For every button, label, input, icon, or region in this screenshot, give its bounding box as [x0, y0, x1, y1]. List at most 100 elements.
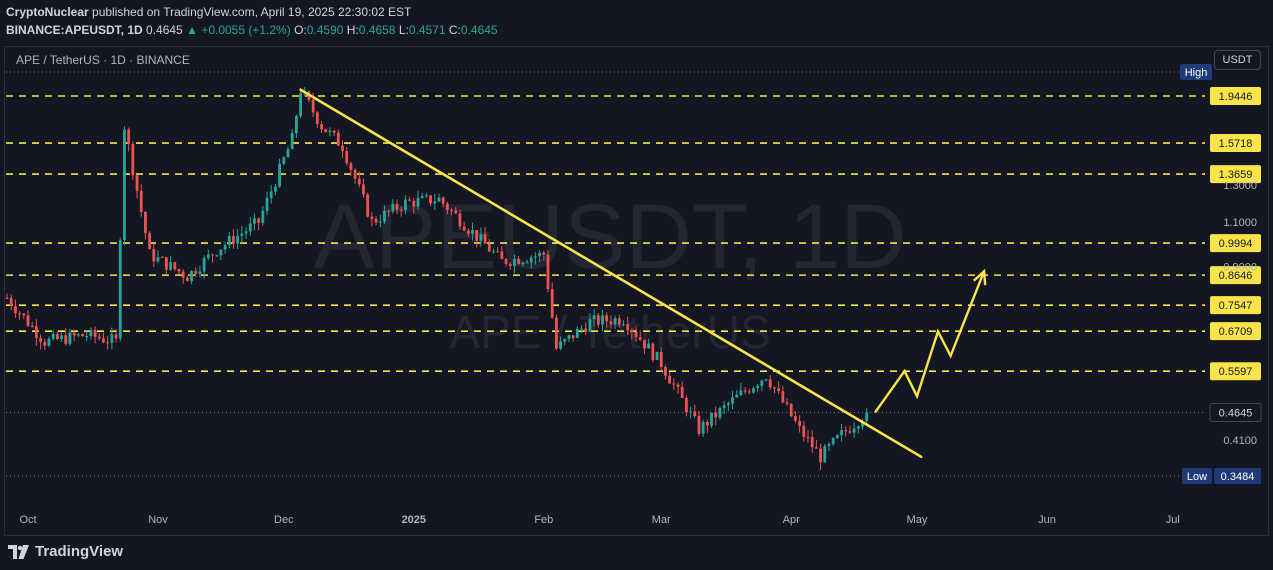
candle-body [567, 335, 571, 339]
candle-body [584, 328, 588, 332]
candle [492, 248, 495, 254]
tradingview-logo[interactable]: TradingView [8, 543, 123, 560]
candle-body [483, 234, 487, 244]
candle [546, 250, 550, 293]
level-label: 0.7547 [1210, 296, 1261, 315]
candle-body [747, 391, 751, 393]
candle-body [781, 391, 785, 403]
candle-body [844, 430, 848, 432]
candle [64, 328, 68, 346]
candle [542, 250, 546, 261]
candle [504, 258, 508, 267]
candle-body [773, 387, 776, 389]
level-label-bg [1210, 165, 1261, 184]
candle [261, 205, 265, 226]
level-label: 0.5597 [1210, 362, 1261, 381]
candle-body [34, 326, 38, 338]
y-tick-label: 1.1000 [1223, 217, 1257, 229]
last-price: 0.4645 [146, 23, 183, 37]
candle-body [647, 343, 651, 349]
candle [659, 347, 663, 372]
candle [253, 213, 256, 231]
candle-body [81, 334, 84, 337]
candle [336, 129, 340, 146]
candle [840, 423, 843, 442]
x-tick-label: May [907, 514, 928, 526]
candle [320, 121, 323, 134]
candle-body [240, 233, 244, 236]
candle [462, 221, 466, 232]
candle-body [416, 197, 420, 207]
candle-body [127, 129, 131, 145]
candle [735, 390, 739, 398]
candle [651, 342, 655, 363]
candle [794, 411, 797, 423]
candle-body [475, 229, 479, 241]
candle [554, 314, 558, 351]
candle [236, 228, 240, 249]
candle [68, 328, 72, 346]
candle-body [848, 431, 852, 433]
candle-body [814, 447, 818, 449]
candle [764, 378, 768, 382]
level-label-bg [1210, 362, 1261, 381]
candle [395, 199, 399, 215]
candle [294, 114, 298, 139]
candle-body [542, 252, 546, 255]
symbol-legend[interactable]: APE / TetherUS · 1D · BINANCE [16, 53, 190, 67]
candle-body [374, 218, 378, 223]
author-name[interactable]: CryptoNuclear [6, 5, 89, 19]
candle-body [269, 191, 273, 198]
candle [726, 401, 730, 412]
candle [164, 257, 168, 274]
candle-body [622, 324, 625, 326]
candle-body [735, 394, 739, 398]
candle-body [387, 210, 391, 212]
candle-body [366, 194, 370, 217]
candle [357, 171, 361, 188]
candle [269, 184, 273, 204]
candle-body [106, 342, 110, 344]
candle [315, 111, 319, 128]
candle-body [726, 403, 730, 406]
price-change: +0.0055 (+1.2%) [201, 23, 291, 37]
candle [806, 429, 810, 443]
candle [752, 386, 755, 394]
candle-body [265, 197, 269, 211]
candle-body [43, 341, 47, 346]
published-text: published on TradingView.com, April 19, … [92, 5, 412, 19]
candle-body [93, 329, 97, 337]
candle [135, 174, 139, 199]
candle [466, 228, 470, 237]
candle [664, 365, 667, 380]
candle-body [462, 226, 466, 231]
candle [865, 408, 869, 426]
candle-body [525, 262, 529, 264]
candle-body [156, 257, 160, 262]
candle [290, 129, 294, 150]
candle-body [76, 334, 80, 336]
candle-body [617, 318, 621, 325]
candle-body [412, 200, 416, 207]
candle [777, 381, 781, 395]
price-chart[interactable]: APEUSDT, 1D APE / TetherUS 1.94461.57181… [0, 0, 1273, 538]
candle [785, 398, 789, 406]
candle [60, 332, 63, 342]
currency-button[interactable]: USDT [1214, 50, 1261, 70]
level-label-bg [1210, 134, 1261, 153]
candle [441, 196, 445, 208]
candle [496, 246, 500, 253]
candle-body [684, 397, 688, 413]
candle [265, 191, 269, 215]
candle-body [290, 133, 294, 150]
candle-body [785, 402, 789, 404]
candle-body [424, 195, 428, 197]
candle-body [487, 243, 491, 252]
candle-body [341, 145, 344, 152]
candle-body [408, 199, 412, 201]
candle-body [64, 335, 68, 344]
candle-body [278, 163, 282, 187]
candle [206, 249, 210, 261]
candle-body [404, 199, 407, 211]
candle [622, 320, 625, 327]
